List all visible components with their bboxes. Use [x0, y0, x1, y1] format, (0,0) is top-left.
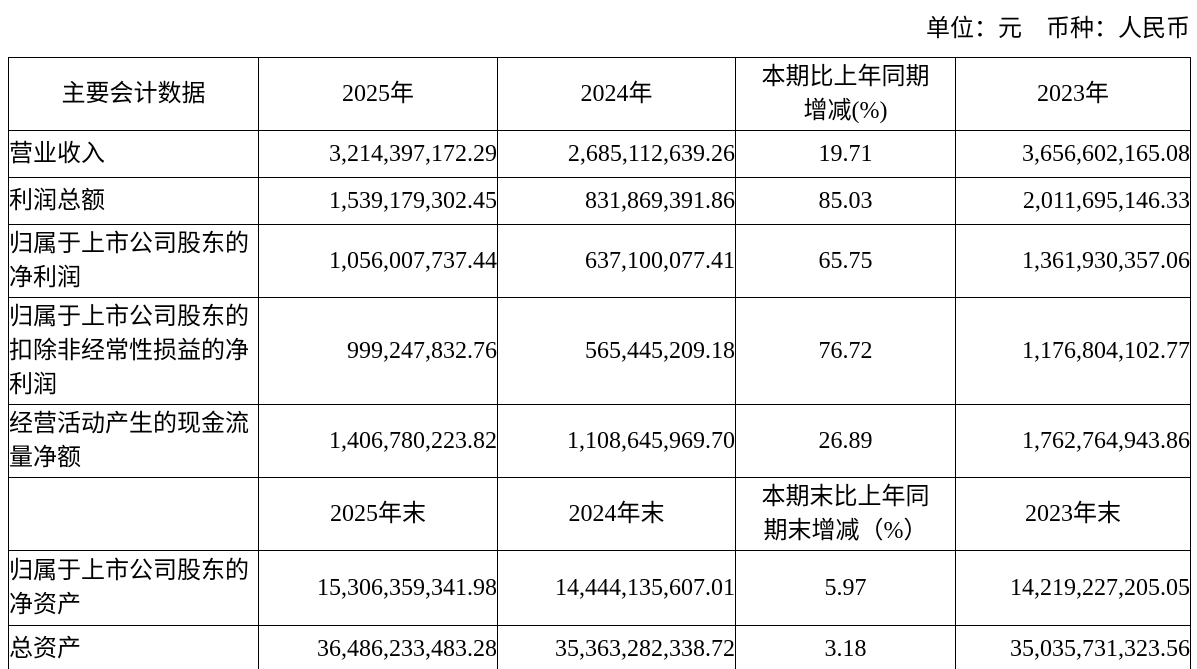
value-2025: 1,406,780,223.82: [258, 404, 498, 478]
table-row: 利润总额 1,539,179,302.45 831,869,391.86 85.…: [8, 177, 1191, 225]
row-label: 利润总额: [8, 177, 259, 225]
row-label: 总资产: [8, 625, 259, 669]
value-2023: 2,011,695,146.33: [955, 177, 1191, 225]
row-label: 归属于上市公司股东的净利润: [8, 224, 259, 298]
header-2024-end: 2024年末: [497, 477, 736, 551]
header-change-line2: 增减(%): [803, 98, 888, 124]
value-change: 85.03: [735, 177, 956, 225]
value-2023: 3,656,602,165.08: [955, 130, 1191, 178]
header-change-eop: 本期末比上年同 期末增减（%）: [735, 477, 956, 551]
header-2025: 2025年: [258, 57, 498, 131]
value-2023: 1,176,804,102.77: [955, 297, 1191, 405]
table-row: 总资产 36,486,233,483.28 35,363,282,338.72 …: [8, 625, 1191, 669]
row-label: 营业收入: [8, 130, 259, 178]
table-row: 归属于上市公司股东的净利润 1,056,007,737.44 637,100,0…: [8, 224, 1191, 298]
value-2024: 1,108,645,969.70: [497, 404, 736, 478]
header-2024: 2024年: [497, 57, 736, 131]
value-change: 19.71: [735, 130, 956, 178]
value-change: 26.89: [735, 404, 956, 478]
table-row: 经营活动产生的现金流量净额 1,406,780,223.82 1,108,645…: [8, 404, 1191, 478]
table-header-end-of-period: 2025年末 2024年末 本期末比上年同 期末增减（%） 2023年末: [8, 477, 1191, 551]
row-label: 归属于上市公司股东的净资产: [8, 550, 259, 626]
row-label: 经营活动产生的现金流量净额: [8, 404, 259, 478]
value-2025: 36,486,233,483.28: [258, 625, 498, 669]
header-change-eop-line1: 本期末比上年同: [761, 484, 930, 510]
table-header-period: 主要会计数据 2025年 2024年 本期比上年同期 增减(%) 2023年: [8, 57, 1191, 131]
value-2025: 999,247,832.76: [258, 297, 498, 405]
value-2025: 3,214,397,172.29: [258, 130, 498, 178]
header-2023-end: 2023年末: [955, 477, 1191, 551]
value-2024: 637,100,077.41: [497, 224, 736, 298]
row-label: 归属于上市公司股东的扣除非经常性损益的净利润: [8, 297, 259, 405]
header-2025-end: 2025年末: [258, 477, 498, 551]
value-2025: 1,056,007,737.44: [258, 224, 498, 298]
value-2024: 565,445,209.18: [497, 297, 736, 405]
value-2025: 15,306,359,341.98: [258, 550, 498, 626]
value-2023: 35,035,731,323.56: [955, 625, 1191, 669]
header-change-line1: 本期比上年同期: [761, 64, 930, 90]
value-change: 5.97: [735, 550, 956, 626]
value-2024: 35,363,282,338.72: [497, 625, 736, 669]
value-change: 65.75: [735, 224, 956, 298]
header-change-period: 本期比上年同期 增减(%): [735, 57, 956, 131]
unit-currency-note: 单位：元 币种：人民币: [926, 16, 1190, 42]
header-change-eop-line2: 期末增减（%）: [763, 518, 928, 544]
value-2023: 14,219,227,205.05: [955, 550, 1191, 626]
value-2024: 831,869,391.86: [497, 177, 736, 225]
table-row: 归属于上市公司股东的净资产 15,306,359,341.98 14,444,1…: [8, 550, 1191, 626]
value-2024: 14,444,135,607.01: [497, 550, 736, 626]
header-metric-empty: [8, 477, 259, 551]
value-change: 76.72: [735, 297, 956, 405]
table-row: 营业收入 3,214,397,172.29 2,685,112,639.26 1…: [8, 130, 1191, 178]
header-metric: 主要会计数据: [8, 57, 259, 131]
value-2025: 1,539,179,302.45: [258, 177, 498, 225]
table-row: 归属于上市公司股东的扣除非经常性损益的净利润 999,247,832.76 56…: [8, 297, 1191, 405]
value-2023: 1,762,764,943.86: [955, 404, 1191, 478]
value-2024: 2,685,112,639.26: [497, 130, 736, 178]
value-change: 3.18: [735, 625, 956, 669]
header-2023: 2023年: [955, 57, 1191, 131]
key-accounting-data-table: 主要会计数据 2025年 2024年 本期比上年同期 增减(%) 2023年 营…: [8, 57, 1191, 669]
value-2023: 1,361,930,357.06: [955, 224, 1191, 298]
